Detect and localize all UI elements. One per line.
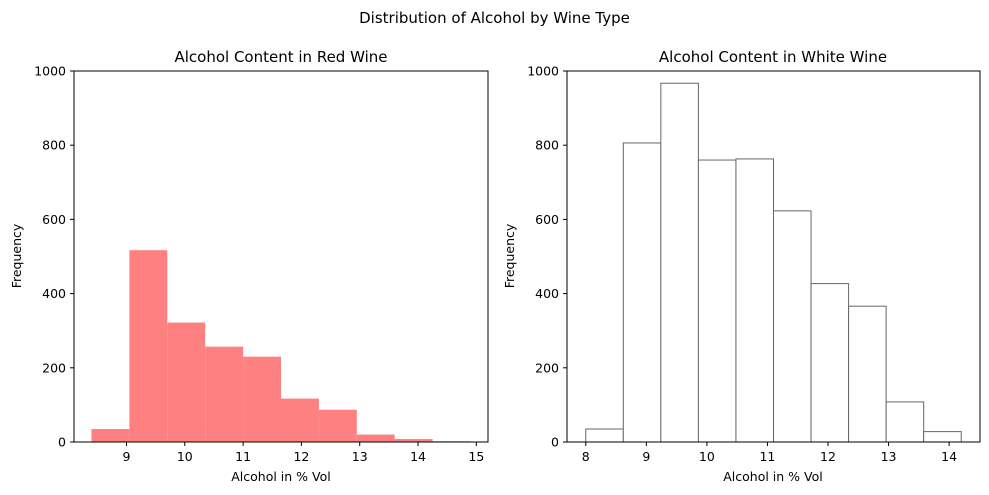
subplot-title: Alcohol Content in Red Wine — [174, 48, 387, 66]
histogram-bar — [773, 210, 812, 443]
x-tick-label: 8 — [582, 449, 590, 464]
histogram-bar — [394, 439, 433, 442]
x-tick-label: 14 — [410, 449, 426, 464]
histogram-bar — [848, 305, 887, 443]
x-ticks: 9 10 11 12 13 14 15 — [123, 442, 484, 464]
histogram-bar — [281, 398, 319, 442]
x-tick-label: 13 — [881, 449, 897, 464]
y-ticks: 0 200 400 600 800 1000 — [34, 64, 74, 450]
x-axis-label: Alcohol in % Vol — [231, 469, 330, 484]
y-tick-label: 800 — [535, 138, 559, 153]
y-tick-label: 200 — [42, 360, 66, 375]
histogram-bar — [660, 82, 699, 443]
histogram-bar — [923, 431, 962, 443]
histogram-bar — [167, 322, 206, 442]
histogram-bar — [243, 356, 281, 442]
y-axis-label: Frequency — [502, 223, 517, 288]
bars-group — [585, 82, 962, 443]
figure-suptitle: Distribution of Alcohol by Wine Type — [359, 9, 630, 27]
histogram-bar — [205, 346, 244, 442]
y-tick-label: 400 — [535, 286, 559, 301]
x-tick-label: 12 — [293, 449, 309, 464]
y-ticks: 0 200 400 600 800 1000 — [527, 64, 567, 450]
histogram-bar — [129, 250, 168, 442]
histogram-bar — [91, 429, 130, 442]
histogram-bar — [697, 159, 737, 443]
x-tick-label: 15 — [468, 449, 484, 464]
x-tick-label: 12 — [820, 449, 836, 464]
axes-frame — [566, 70, 981, 443]
x-axis-label: Alcohol in % Vol — [723, 469, 822, 484]
x-tick-label: 9 — [642, 449, 650, 464]
y-tick-label: 1000 — [34, 64, 66, 79]
bars-group — [91, 250, 471, 442]
y-tick-label: 800 — [42, 138, 66, 153]
y-tick-label: 1000 — [527, 64, 559, 79]
x-tick-label: 14 — [941, 449, 957, 464]
histogram-bar — [585, 428, 624, 443]
histogram-bar — [810, 283, 850, 443]
histogram-bar — [735, 158, 775, 443]
x-tick-label: 13 — [352, 449, 368, 464]
y-tick-label: 600 — [42, 212, 66, 227]
histogram-bar — [318, 409, 357, 442]
axes-frame — [73, 70, 489, 443]
x-tick-label: 11 — [759, 449, 775, 464]
x-tick-label: 10 — [177, 449, 193, 464]
y-tick-label: 0 — [551, 435, 559, 450]
y-tick-label: 200 — [535, 360, 559, 375]
subplot-white-wine: Alcohol Content in White Wine 8 9 10 11 12 13… — [502, 48, 981, 484]
x-tick-label: 9 — [123, 449, 131, 464]
histogram-bar — [356, 434, 395, 442]
y-axis-label: Frequency — [9, 223, 24, 288]
x-tick-label: 10 — [699, 449, 715, 464]
histogram-bar — [885, 401, 925, 443]
y-tick-label: 600 — [535, 212, 559, 227]
histogram-bar — [622, 142, 662, 443]
subplot-title: Alcohol Content in White Wine — [659, 48, 887, 66]
y-tick-label: 400 — [42, 286, 66, 301]
y-tick-label: 0 — [58, 435, 66, 450]
x-tick-label: 11 — [235, 449, 251, 464]
x-ticks: 8 9 10 11 12 13 14 — [582, 442, 957, 464]
subplot-red-wine: Alcohol Content in Red Wine 9 10 11 12 13 14 1… — [9, 48, 489, 484]
